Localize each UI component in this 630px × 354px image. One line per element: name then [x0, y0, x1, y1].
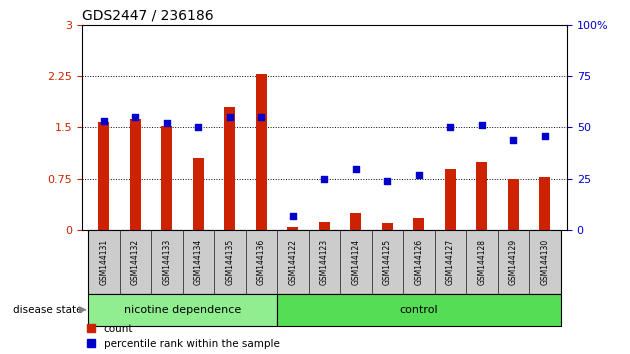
- Point: [162, 120, 172, 126]
- Text: control: control: [399, 305, 438, 315]
- Text: GSM144130: GSM144130: [541, 239, 549, 285]
- Text: GSM144135: GSM144135: [226, 239, 234, 285]
- FancyBboxPatch shape: [214, 230, 246, 294]
- FancyBboxPatch shape: [120, 230, 151, 294]
- FancyBboxPatch shape: [277, 230, 309, 294]
- FancyBboxPatch shape: [372, 230, 403, 294]
- Point: [288, 213, 298, 218]
- Bar: [161, 126, 173, 230]
- Bar: [98, 122, 110, 230]
- FancyBboxPatch shape: [403, 230, 435, 294]
- Point: [130, 114, 140, 120]
- Point: [319, 176, 329, 182]
- Point: [256, 114, 266, 120]
- FancyBboxPatch shape: [435, 230, 466, 294]
- Text: GSM144125: GSM144125: [383, 239, 392, 285]
- Point: [477, 122, 487, 128]
- Point: [540, 133, 550, 138]
- Text: GSM144124: GSM144124: [352, 239, 360, 285]
- Bar: [476, 162, 488, 230]
- Point: [508, 137, 518, 143]
- Text: GSM144127: GSM144127: [446, 239, 455, 285]
- Text: GSM144132: GSM144132: [131, 239, 140, 285]
- FancyBboxPatch shape: [529, 230, 561, 294]
- Bar: [224, 107, 236, 230]
- Bar: [193, 158, 204, 230]
- Text: GSM144123: GSM144123: [320, 239, 329, 285]
- Bar: [445, 169, 456, 230]
- Text: GSM144136: GSM144136: [257, 239, 266, 285]
- Bar: [350, 213, 362, 230]
- Text: GSM144133: GSM144133: [163, 239, 171, 285]
- Bar: [382, 223, 393, 230]
- Text: GDS2447 / 236186: GDS2447 / 236186: [82, 8, 214, 22]
- Text: GSM144129: GSM144129: [509, 239, 518, 285]
- Bar: [413, 218, 425, 230]
- Point: [445, 125, 455, 130]
- Point: [351, 166, 361, 171]
- Text: GSM144128: GSM144128: [478, 239, 486, 285]
- FancyBboxPatch shape: [88, 294, 277, 326]
- Point: [382, 178, 392, 184]
- Point: [99, 119, 109, 124]
- Bar: [130, 119, 141, 230]
- FancyBboxPatch shape: [183, 230, 214, 294]
- Point: [225, 114, 235, 120]
- FancyBboxPatch shape: [466, 230, 498, 294]
- Text: disease state: disease state: [13, 305, 82, 315]
- Bar: [508, 179, 519, 230]
- FancyBboxPatch shape: [340, 230, 372, 294]
- Text: nicotine dependence: nicotine dependence: [124, 305, 241, 315]
- Point: [414, 172, 424, 177]
- Point: [193, 125, 203, 130]
- Bar: [287, 227, 299, 230]
- Text: GSM144131: GSM144131: [100, 239, 108, 285]
- Bar: [319, 222, 330, 230]
- Text: GSM144122: GSM144122: [289, 239, 297, 285]
- FancyBboxPatch shape: [151, 230, 183, 294]
- FancyBboxPatch shape: [246, 230, 277, 294]
- Bar: [539, 177, 551, 230]
- Bar: [256, 74, 267, 230]
- FancyBboxPatch shape: [88, 230, 120, 294]
- Text: GSM144126: GSM144126: [415, 239, 423, 285]
- Legend: count, percentile rank within the sample: count, percentile rank within the sample: [87, 324, 280, 349]
- FancyBboxPatch shape: [309, 230, 340, 294]
- FancyBboxPatch shape: [498, 230, 529, 294]
- Text: GSM144134: GSM144134: [194, 239, 203, 285]
- FancyBboxPatch shape: [277, 294, 561, 326]
